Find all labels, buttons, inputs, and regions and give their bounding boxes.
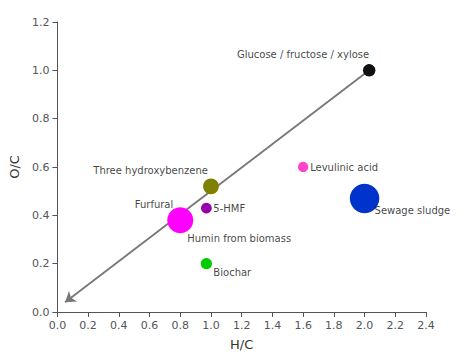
svg-text:Furfural: Furfural xyxy=(135,199,174,210)
svg-text:H/C: H/C xyxy=(230,337,253,352)
svg-text:0.0: 0.0 xyxy=(49,319,67,332)
svg-text:O/C: O/C xyxy=(7,155,22,179)
svg-text:0.2: 0.2 xyxy=(32,257,50,270)
svg-text:1.0: 1.0 xyxy=(202,319,220,332)
svg-text:Levulinic acid: Levulinic acid xyxy=(310,162,378,173)
svg-text:0.6: 0.6 xyxy=(32,161,50,174)
svg-text:1.2: 1.2 xyxy=(233,319,251,332)
svg-text:0.8: 0.8 xyxy=(32,112,50,125)
svg-text:0.4: 0.4 xyxy=(110,319,128,332)
svg-text:Glucose / fructose / xylose: Glucose / fructose / xylose xyxy=(237,49,369,60)
svg-text:5-HMF: 5-HMF xyxy=(213,203,245,214)
svg-text:1.6: 1.6 xyxy=(294,319,312,332)
svg-text:0.6: 0.6 xyxy=(141,319,159,332)
svg-text:0.8: 0.8 xyxy=(172,319,190,332)
svg-text:1.8: 1.8 xyxy=(325,319,343,332)
svg-text:Humin from biomass: Humin from biomass xyxy=(187,233,291,244)
svg-text:1.4: 1.4 xyxy=(264,319,282,332)
svg-text:2.4: 2.4 xyxy=(417,319,435,332)
svg-text:0.2: 0.2 xyxy=(79,319,97,332)
svg-text:0.4: 0.4 xyxy=(32,209,50,222)
svg-text:0.0: 0.0 xyxy=(32,306,50,319)
svg-text:2.2: 2.2 xyxy=(387,319,405,332)
svg-text:Three hydroxybenzene: Three hydroxybenzene xyxy=(92,165,208,176)
svg-text:1.0: 1.0 xyxy=(32,64,50,77)
svg-text:Sewage sludge: Sewage sludge xyxy=(375,205,451,216)
svg-text:2.0: 2.0 xyxy=(356,319,374,332)
svg-text:Biochar: Biochar xyxy=(213,267,252,278)
svg-text:1.2: 1.2 xyxy=(32,16,50,29)
